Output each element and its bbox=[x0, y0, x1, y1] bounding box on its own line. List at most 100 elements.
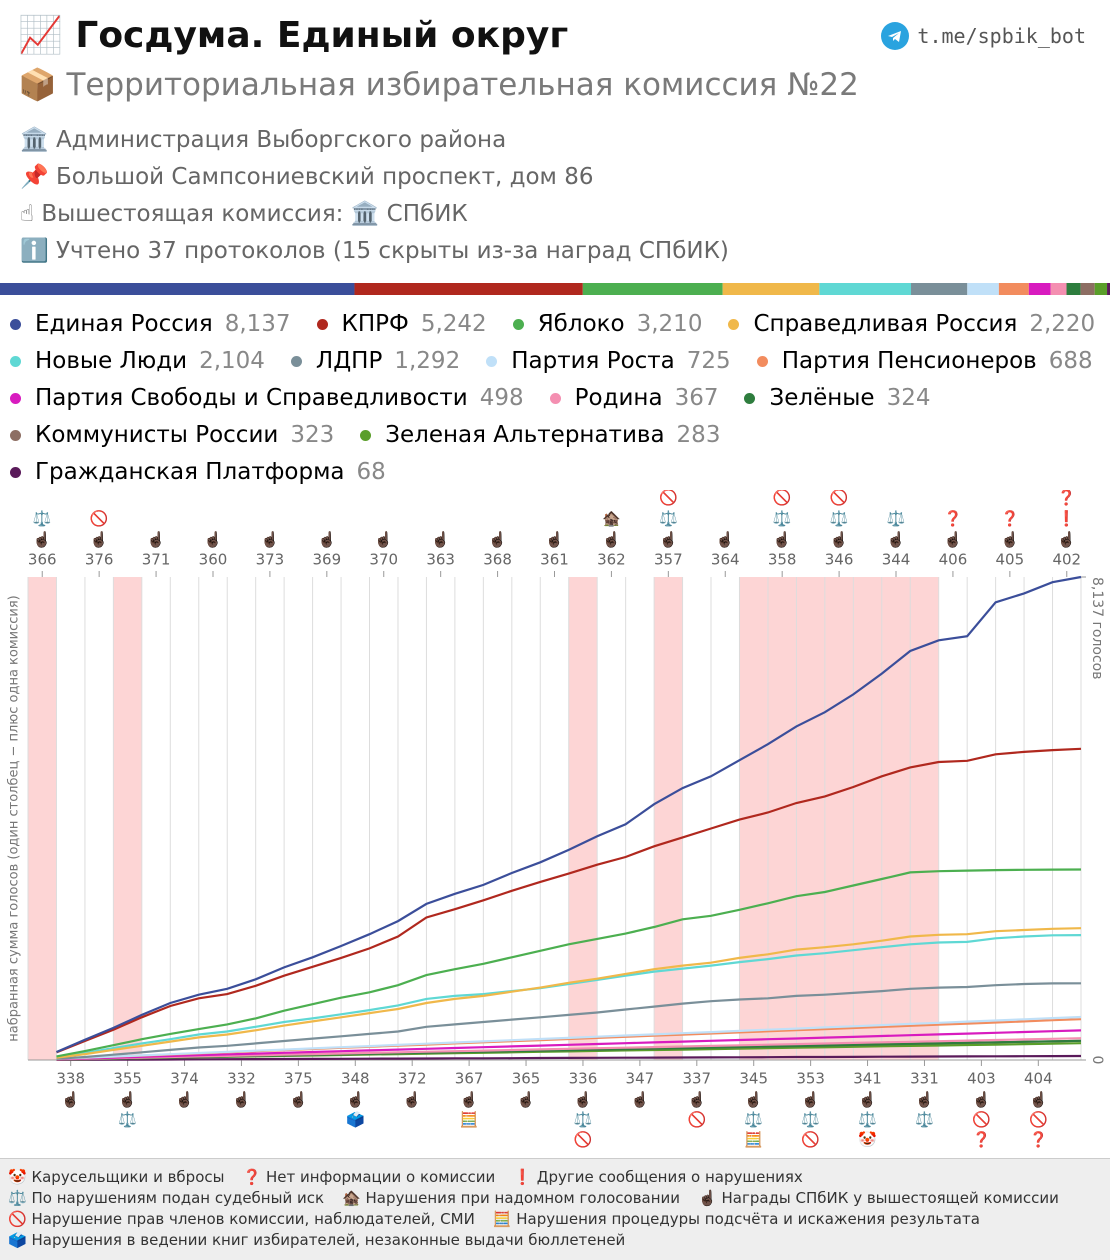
icon-legend-icon: ☝🏿 bbox=[698, 1189, 717, 1207]
column-icon: ☝🏿 bbox=[317, 530, 336, 549]
column-icon: ⚖️ bbox=[773, 510, 792, 528]
info-text: Большой Сампсониевский проспект, дом 86 bbox=[55, 164, 594, 190]
column-icon: ❓ bbox=[1001, 510, 1020, 528]
column-icon: ❗ bbox=[1057, 510, 1076, 528]
share-segment bbox=[0, 283, 355, 295]
icon-legend: 🤡 Карусельщики и вбросы ❓ Нет информации … bbox=[0, 1158, 1110, 1260]
column-icon: ☝🏿 bbox=[90, 530, 109, 549]
series-line bbox=[56, 1015, 1082, 1060]
subtitle-text: Территориальная избирательная комиссия №… bbox=[66, 67, 859, 103]
icon-legend-icon: 🤡 bbox=[8, 1168, 27, 1186]
icon-legend-icon: ⚖️ bbox=[8, 1189, 27, 1207]
legend-total: 688 bbox=[1048, 348, 1093, 374]
hidden-column bbox=[910, 577, 939, 1060]
column-icon: ⚖️ bbox=[830, 510, 849, 528]
legend-item: Партия Пенсионеров 688 bbox=[756, 343, 1093, 380]
telegram-link[interactable]: t.me/spbik_bot bbox=[881, 22, 1086, 50]
column-icon: ☝🏿 bbox=[631, 1090, 650, 1109]
column-label: 364 bbox=[711, 551, 740, 569]
share-segment bbox=[1028, 283, 1051, 295]
legend-item: Яблоко 3,210 bbox=[512, 306, 703, 343]
share-segment bbox=[1080, 283, 1095, 295]
column-icon: ☝🏿 bbox=[716, 530, 735, 549]
column-icon: ☝🏿 bbox=[61, 1090, 80, 1109]
legend-name: Гражданская Платформа bbox=[35, 459, 345, 485]
share-segment bbox=[582, 283, 723, 295]
column-label: 358 bbox=[768, 551, 797, 569]
column-label: 348 bbox=[341, 1070, 370, 1088]
column-label: 332 bbox=[227, 1070, 256, 1088]
series-line bbox=[56, 1037, 1082, 1061]
column-icon: 🧮 bbox=[460, 1111, 479, 1129]
info-line: ℹ️ Учтено 37 протоколов (15 скрыты из-за… bbox=[20, 233, 729, 270]
column-icon: 🚫 bbox=[574, 1131, 593, 1149]
column-icon: ☝🏿 bbox=[744, 1090, 763, 1109]
legend-dot bbox=[10, 319, 21, 330]
icon-legend-item: ⚖️ По нарушениям подан судебный иск bbox=[8, 1188, 324, 1209]
column-icon: ❓ bbox=[944, 510, 963, 528]
column-icon: ☝🏿 bbox=[773, 530, 792, 549]
column-icon: ☝🏿 bbox=[801, 1090, 820, 1109]
info-list: 🏛️ Администрация Выборгского района 📌 Бол… bbox=[20, 122, 729, 270]
legend-total: 324 bbox=[886, 385, 931, 411]
legend-dot bbox=[744, 393, 756, 404]
column-icon: ⚖️ bbox=[858, 1111, 877, 1129]
link-text[interactable]: t.me/spbik_bot bbox=[917, 24, 1086, 48]
column-label: 404 bbox=[1024, 1070, 1053, 1088]
icon-legend-icon: 🗳️ bbox=[8, 1231, 27, 1249]
column-icon: ☝🏿 bbox=[289, 1090, 308, 1109]
legend-item: Единая Россия 8,137 bbox=[10, 306, 291, 343]
column-label: 344 bbox=[882, 551, 911, 569]
column-icon: ☝🏿 bbox=[33, 530, 52, 549]
y-tick-label: 0 bbox=[1089, 1056, 1105, 1065]
share-segment bbox=[911, 283, 968, 295]
legend-name: Партия Роста bbox=[511, 348, 675, 374]
series-line bbox=[56, 747, 1082, 1054]
share-segment bbox=[722, 283, 820, 295]
legend-name: Зеленая Альтернатива bbox=[385, 422, 665, 448]
legend-item: Справедливая Россия 2,220 bbox=[728, 306, 1095, 343]
legend-dot bbox=[756, 356, 768, 367]
info-icon: 🏛️ bbox=[20, 127, 49, 153]
legend-item: ЛДПР 1,292 bbox=[290, 343, 460, 380]
y-tick-label: 8,137 голосов bbox=[1089, 577, 1105, 679]
column-label: 345 bbox=[739, 1070, 768, 1088]
column-icon: ⚖️ bbox=[744, 1111, 763, 1129]
legend-name: Справедливая Россия bbox=[753, 311, 1018, 337]
legend-total: 3,210 bbox=[636, 311, 703, 337]
legend-name: КПРФ bbox=[341, 311, 409, 337]
share-segment bbox=[1066, 283, 1081, 295]
legend: Единая Россия 8,137 КПРФ 5,242 Яблоко 3,210 Сп… bbox=[10, 306, 1100, 491]
legend-total: 8,137 bbox=[224, 311, 291, 337]
icon-legend-text: По нарушениям подан судебный иск bbox=[31, 1189, 325, 1207]
column-icon: 🚫 bbox=[830, 490, 849, 507]
column-label: 374 bbox=[170, 1070, 199, 1088]
subtitle-icon: 📦 bbox=[18, 67, 57, 103]
column-label: 372 bbox=[398, 1070, 427, 1088]
column-icon: ☝🏿 bbox=[460, 1090, 479, 1109]
column-icon: 🤡 bbox=[858, 1131, 877, 1149]
series-line bbox=[56, 1054, 1082, 1061]
column-icon: ☝🏿 bbox=[944, 530, 963, 549]
icon-legend-text: Нарушение прав членов комиссии, наблюдат… bbox=[31, 1210, 475, 1228]
info-line: 📌 Большой Сампсониевский проспект, дом 8… bbox=[20, 159, 729, 196]
legend-total: 725 bbox=[686, 348, 731, 374]
column-icon: ☝🏿 bbox=[830, 530, 849, 549]
legend-total: 498 bbox=[479, 385, 524, 411]
column-label: 370 bbox=[369, 551, 398, 569]
legend-item: Зеленая Альтернатива 283 bbox=[360, 417, 720, 454]
column-label: 363 bbox=[426, 551, 455, 569]
column-icon: ❓ bbox=[972, 1131, 991, 1149]
column-icon: ⚖️ bbox=[574, 1111, 593, 1129]
column-icon: ⚖️ bbox=[118, 1111, 137, 1129]
legend-dot bbox=[10, 356, 21, 367]
share-segment bbox=[1094, 283, 1108, 295]
icon-legend-item: 🧮 Нарушения процедуры подсчёта и искажен… bbox=[493, 1209, 980, 1230]
icon-legend-icon: 🏚️ bbox=[342, 1189, 361, 1207]
icon-legend-icon: 🧮 bbox=[492, 1210, 512, 1228]
column-icon: ☝🏿 bbox=[659, 530, 678, 549]
legend-dot bbox=[10, 467, 21, 478]
icon-legend-item: ☝🏿 Награды СПбИК у вышестоящей комиссии bbox=[698, 1188, 1059, 1209]
column-label: 402 bbox=[1052, 551, 1081, 569]
legend-item: Коммунисты России 323 bbox=[10, 417, 334, 454]
